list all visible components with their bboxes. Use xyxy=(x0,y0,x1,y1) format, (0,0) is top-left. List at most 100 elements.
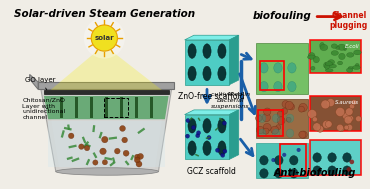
Circle shape xyxy=(122,137,128,143)
Circle shape xyxy=(196,134,200,138)
Circle shape xyxy=(277,117,285,125)
Circle shape xyxy=(299,131,306,138)
Ellipse shape xyxy=(320,42,324,49)
Polygon shape xyxy=(185,115,229,159)
Ellipse shape xyxy=(203,66,211,81)
Ellipse shape xyxy=(320,44,328,51)
Circle shape xyxy=(271,126,279,134)
Polygon shape xyxy=(47,91,166,170)
Circle shape xyxy=(114,148,120,154)
Circle shape xyxy=(120,125,125,131)
Circle shape xyxy=(317,125,323,132)
Ellipse shape xyxy=(290,169,298,178)
Polygon shape xyxy=(185,110,239,115)
Circle shape xyxy=(221,153,225,157)
Ellipse shape xyxy=(288,63,296,73)
Circle shape xyxy=(138,153,144,159)
Polygon shape xyxy=(310,40,361,73)
Polygon shape xyxy=(90,97,93,118)
Polygon shape xyxy=(67,124,70,130)
Ellipse shape xyxy=(203,141,211,155)
Circle shape xyxy=(323,120,331,129)
Circle shape xyxy=(84,145,90,151)
Circle shape xyxy=(299,103,307,112)
Text: ZnO-free scaffold: ZnO-free scaffold xyxy=(178,92,245,101)
Polygon shape xyxy=(215,127,219,131)
Circle shape xyxy=(352,100,357,105)
Text: cultivated in
bacterial
suspensions: cultivated in bacterial suspensions xyxy=(211,92,250,109)
Polygon shape xyxy=(85,159,90,165)
Polygon shape xyxy=(41,89,172,171)
Polygon shape xyxy=(105,97,108,118)
Circle shape xyxy=(343,113,350,120)
Polygon shape xyxy=(195,154,199,157)
Ellipse shape xyxy=(275,156,283,165)
Polygon shape xyxy=(206,136,210,139)
Circle shape xyxy=(346,108,353,115)
Circle shape xyxy=(350,160,354,164)
Circle shape xyxy=(277,111,284,118)
Polygon shape xyxy=(82,136,86,143)
Circle shape xyxy=(196,131,201,135)
Ellipse shape xyxy=(258,114,266,122)
Polygon shape xyxy=(198,117,201,121)
Polygon shape xyxy=(185,40,229,85)
Circle shape xyxy=(84,18,125,59)
Polygon shape xyxy=(256,99,308,138)
Polygon shape xyxy=(44,96,169,119)
Ellipse shape xyxy=(307,55,316,59)
Ellipse shape xyxy=(56,168,158,175)
Ellipse shape xyxy=(313,153,321,162)
Circle shape xyxy=(286,117,291,122)
Ellipse shape xyxy=(331,44,337,48)
Ellipse shape xyxy=(188,66,196,81)
Ellipse shape xyxy=(343,153,351,162)
Circle shape xyxy=(185,134,189,138)
Ellipse shape xyxy=(218,44,226,58)
Circle shape xyxy=(327,99,334,107)
Circle shape xyxy=(223,149,227,153)
Circle shape xyxy=(336,107,345,116)
Ellipse shape xyxy=(274,81,282,92)
Circle shape xyxy=(91,25,117,51)
Text: solar: solar xyxy=(94,35,114,41)
Ellipse shape xyxy=(288,81,296,92)
Ellipse shape xyxy=(308,53,315,59)
Circle shape xyxy=(222,121,226,125)
Circle shape xyxy=(262,128,268,134)
Text: Chitosan/ZnO
Layer with
unidirectional
channel: Chitosan/ZnO Layer with unidirectional c… xyxy=(22,98,65,120)
Polygon shape xyxy=(64,127,72,131)
Circle shape xyxy=(136,161,142,167)
Circle shape xyxy=(123,150,129,156)
Ellipse shape xyxy=(343,166,351,175)
Circle shape xyxy=(344,116,352,124)
Ellipse shape xyxy=(328,60,334,65)
Polygon shape xyxy=(185,35,239,40)
Circle shape xyxy=(299,106,305,112)
Polygon shape xyxy=(30,74,38,89)
Circle shape xyxy=(288,104,295,110)
Polygon shape xyxy=(67,156,73,160)
Ellipse shape xyxy=(218,119,226,133)
Circle shape xyxy=(263,128,269,134)
Ellipse shape xyxy=(275,169,283,178)
Polygon shape xyxy=(229,110,239,159)
Text: biofouling: biofouling xyxy=(252,11,311,21)
Polygon shape xyxy=(189,117,193,121)
Circle shape xyxy=(263,108,271,115)
Polygon shape xyxy=(120,97,123,118)
Polygon shape xyxy=(150,97,153,118)
Ellipse shape xyxy=(260,63,268,73)
Ellipse shape xyxy=(354,50,361,55)
Circle shape xyxy=(356,116,361,122)
Polygon shape xyxy=(98,132,103,139)
Ellipse shape xyxy=(336,46,340,49)
Polygon shape xyxy=(50,51,162,90)
Ellipse shape xyxy=(325,62,333,66)
Ellipse shape xyxy=(313,56,319,63)
Polygon shape xyxy=(61,130,65,138)
Circle shape xyxy=(68,133,74,139)
Polygon shape xyxy=(108,136,117,140)
Circle shape xyxy=(79,144,84,149)
Polygon shape xyxy=(310,140,361,175)
